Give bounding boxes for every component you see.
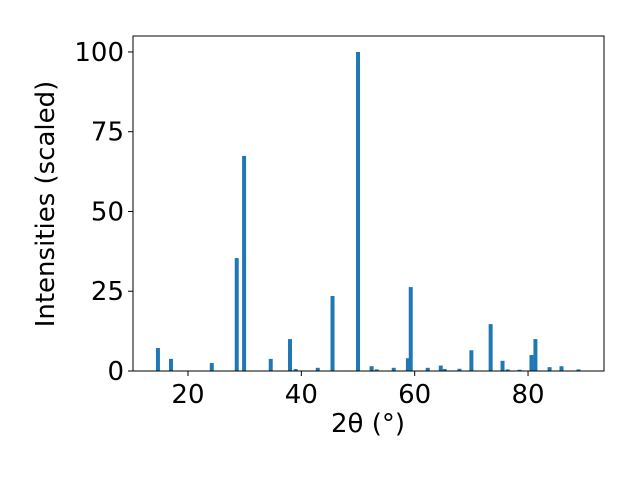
bar	[369, 366, 374, 371]
y-tick-label: 50	[91, 197, 124, 227]
plot-frame	[132, 35, 605, 372]
y-tick-label: 0	[107, 357, 124, 387]
x-tick-label: 60	[398, 380, 431, 410]
bar	[330, 296, 335, 371]
bar	[457, 368, 462, 371]
x-tick-label: 40	[285, 380, 318, 410]
bar	[505, 369, 510, 371]
bar	[529, 355, 534, 371]
bar	[168, 358, 173, 371]
y-tick-label: 100	[74, 38, 124, 68]
bar	[234, 258, 239, 371]
x-tick-label: 80	[512, 380, 545, 410]
bar	[405, 358, 410, 371]
bar	[425, 367, 430, 371]
bar	[242, 155, 247, 371]
bar	[438, 365, 443, 371]
bar	[288, 339, 292, 371]
bar	[356, 51, 360, 371]
bar	[488, 324, 493, 371]
bar	[268, 358, 273, 371]
bar	[559, 366, 564, 371]
y-tick-label: 25	[91, 277, 124, 307]
bar	[500, 360, 505, 371]
bar	[442, 369, 447, 371]
bar	[374, 369, 379, 371]
bar	[469, 350, 474, 371]
bar	[533, 339, 538, 371]
bar	[547, 367, 552, 371]
bar	[155, 348, 160, 371]
x-axis-label: 2θ (°)	[331, 409, 405, 439]
bar	[315, 367, 320, 371]
bar	[391, 367, 396, 371]
bar	[517, 369, 522, 371]
x-tick-label: 20	[171, 380, 204, 410]
y-tick-label: 75	[91, 118, 124, 148]
bar	[209, 363, 214, 371]
bar	[576, 369, 581, 371]
y-axis-label: Intensities (scaled)	[31, 81, 61, 328]
bar	[293, 369, 298, 371]
bar	[408, 287, 413, 371]
